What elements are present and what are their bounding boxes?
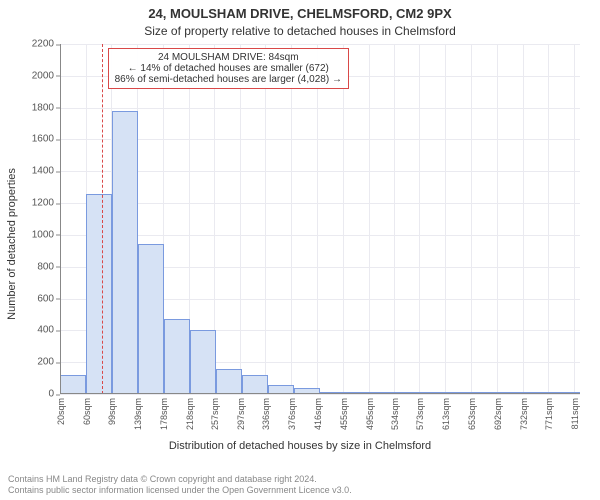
y-tick-label: 2200: [32, 39, 60, 50]
x-tick-label: 653sqm: [467, 398, 477, 430]
x-tick-label: 297sqm: [236, 398, 246, 430]
y-tick-label: 400: [37, 325, 60, 336]
y-tick-label: 800: [37, 261, 60, 272]
chart-container: 24, MOULSHAM DRIVE, CHELMSFORD, CM2 9PX …: [0, 0, 600, 500]
y-axis-label-text: Number of detached properties: [6, 168, 18, 320]
x-tick-label: 139sqm: [133, 398, 143, 430]
grid-line-h: [60, 394, 580, 395]
x-tick-label: 455sqm: [339, 398, 349, 430]
x-tick-label: 416sqm: [313, 398, 323, 430]
y-tick-label: 200: [37, 357, 60, 368]
y-tick-label: 1200: [32, 198, 60, 209]
y-tick-label: 2000: [32, 70, 60, 81]
page-title: 24, MOULSHAM DRIVE, CHELMSFORD, CM2 9PX: [0, 6, 600, 21]
x-tick-label: 495sqm: [365, 398, 375, 430]
x-tick-label: 613sqm: [441, 398, 451, 430]
x-tick-label: 336sqm: [261, 398, 271, 430]
x-tick-label: 99sqm: [107, 398, 117, 425]
x-tick-label: 178sqm: [159, 398, 169, 430]
x-tick-label: 20sqm: [56, 398, 66, 425]
x-tick-label: 732sqm: [519, 398, 529, 430]
x-axis-label: Distribution of detached houses by size …: [0, 440, 600, 452]
x-tick-label: 257sqm: [210, 398, 220, 430]
footer-attribution: Contains HM Land Registry data © Crown c…: [8, 474, 352, 496]
x-tick-label: 573sqm: [415, 398, 425, 430]
footer-line-2: Contains public sector information licen…: [8, 485, 352, 496]
x-tick-label: 218sqm: [185, 398, 195, 430]
page-subtitle: Size of property relative to detached ho…: [0, 24, 600, 38]
y-tick-label: 1600: [32, 134, 60, 145]
y-tick-label: 1800: [32, 102, 60, 113]
plot-area: 0200400600800100012001400160018002000220…: [60, 44, 580, 394]
axis-border: [60, 44, 580, 394]
x-tick-label: 692sqm: [493, 398, 503, 430]
x-tick-label: 771sqm: [544, 398, 554, 430]
footer-line-1: Contains HM Land Registry data © Crown c…: [8, 474, 352, 485]
x-tick-label: 60sqm: [82, 398, 92, 425]
y-tick-label: 600: [37, 293, 60, 304]
x-tick-label: 811sqm: [570, 398, 580, 429]
x-tick-label: 534sqm: [390, 398, 400, 430]
x-tick-label: 376sqm: [287, 398, 297, 430]
y-tick-label: 1400: [32, 166, 60, 177]
y-tick-label: 1000: [32, 229, 60, 240]
